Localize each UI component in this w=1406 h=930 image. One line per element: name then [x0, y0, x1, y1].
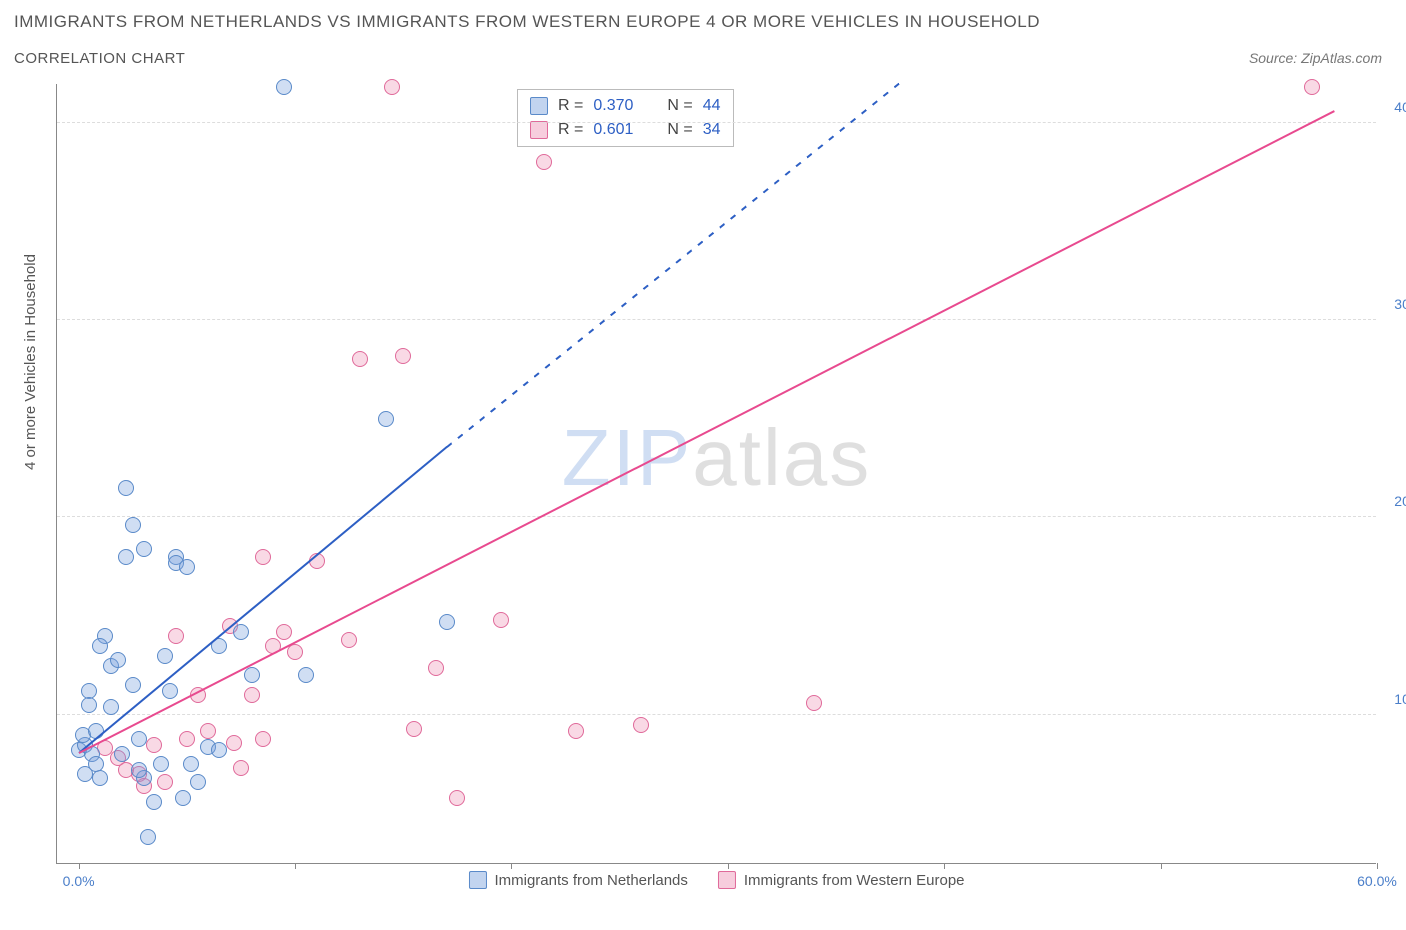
legend-swatch-pink [530, 121, 548, 139]
grid-line [57, 319, 1376, 320]
scatter-point-blue [276, 79, 292, 95]
bottom-legend: Immigrants from Netherlands Immigrants fr… [468, 871, 964, 889]
trend-line-pink [78, 111, 1334, 755]
stat-n-label: N = [667, 97, 692, 115]
scatter-point-pink [406, 721, 422, 737]
stat-r-label: R = [558, 121, 583, 139]
scatter-point-blue [92, 638, 108, 654]
scatter-point-blue [146, 794, 162, 810]
scatter-point-pink [493, 612, 509, 628]
scatter-point-blue [233, 624, 249, 640]
legend-item: Immigrants from Netherlands [468, 871, 687, 889]
stat-n-value: 34 [703, 121, 721, 139]
x-tick [295, 863, 296, 869]
y-tick-label: 20.0% [1394, 493, 1406, 509]
x-tick [79, 863, 80, 869]
stat-r-value: 0.601 [593, 121, 633, 139]
scatter-point-pink [276, 624, 292, 640]
y-tick-label: 30.0% [1394, 296, 1406, 312]
scatter-point-pink [449, 790, 465, 806]
x-tick [728, 863, 729, 869]
x-tick-label: 0.0% [63, 873, 95, 889]
scatter-point-blue [211, 742, 227, 758]
trend-line-blue [78, 447, 447, 755]
scatter-point-blue [244, 667, 260, 683]
scatter-point-pink [226, 735, 242, 751]
scatter-point-blue [162, 683, 178, 699]
scatter-point-blue [92, 770, 108, 786]
grid-line [57, 714, 1376, 715]
scatter-point-pink [146, 737, 162, 753]
scatter-point-pink [806, 695, 822, 711]
scatter-point-pink [568, 723, 584, 739]
scatter-point-pink [536, 154, 552, 170]
stat-r-value: 0.370 [593, 97, 633, 115]
source-label: Source: ZipAtlas.com [1249, 50, 1382, 66]
stat-box: R = 0.370 N = 44 R = 0.601 N = 34 [517, 89, 734, 147]
legend-swatch-pink [718, 871, 736, 889]
watermark-zip: ZIP [562, 413, 692, 502]
scatter-point-blue [114, 746, 130, 762]
scatter-point-blue [136, 541, 152, 557]
scatter-point-pink [428, 660, 444, 676]
scatter-point-pink [255, 731, 271, 747]
x-tick [511, 863, 512, 869]
scatter-point-pink [255, 549, 271, 565]
chart-title-main: IMMIGRANTS FROM NETHERLANDS VS IMMIGRANT… [14, 12, 1040, 32]
y-axis-label: 4 or more Vehicles in Household [22, 254, 39, 470]
grid-line [57, 516, 1376, 517]
legend-swatch-blue [530, 97, 548, 115]
scatter-point-blue [81, 697, 97, 713]
scatter-point-pink [233, 760, 249, 776]
scatter-point-pink [633, 717, 649, 733]
scatter-point-blue [298, 667, 314, 683]
scatter-point-blue [110, 652, 126, 668]
plot-area: ZIPatlas R =0.370N =44R =0.601N =34 Immi… [56, 84, 1376, 864]
scatter-point-blue [175, 790, 191, 806]
scatter-point-blue [157, 648, 173, 664]
x-tick-label: 60.0% [1357, 873, 1397, 889]
y-tick-label: 40.0% [1394, 99, 1406, 115]
scatter-point-blue [118, 480, 134, 496]
x-tick [1161, 863, 1162, 869]
scatter-point-pink [244, 687, 260, 703]
legend-item: Immigrants from Western Europe [718, 871, 965, 889]
legend-swatch-blue [468, 871, 486, 889]
scatter-point-pink [352, 351, 368, 367]
scatter-point-pink [200, 723, 216, 739]
x-tick [1377, 863, 1378, 869]
scatter-point-pink [384, 79, 400, 95]
scatter-point-blue [439, 614, 455, 630]
scatter-point-pink [179, 731, 195, 747]
stat-r-label: R = [558, 97, 583, 115]
scatter-point-pink [1304, 79, 1320, 95]
scatter-point-pink [157, 774, 173, 790]
scatter-point-blue [118, 549, 134, 565]
chart-title-sub: CORRELATION CHART [14, 50, 185, 67]
scatter-point-blue [103, 699, 119, 715]
scatter-point-blue [131, 762, 147, 778]
scatter-point-blue [125, 677, 141, 693]
scatter-point-pink [395, 348, 411, 364]
x-tick [944, 863, 945, 869]
scatter-point-blue [125, 517, 141, 533]
stat-row: R = 0.370 N = 44 [530, 94, 721, 118]
scatter-point-pink [168, 628, 184, 644]
scatter-point-blue [153, 756, 169, 772]
stat-n-label: N = [667, 121, 692, 139]
scatter-point-blue [131, 731, 147, 747]
scatter-point-pink [341, 632, 357, 648]
legend-label: Immigrants from Western Europe [744, 872, 965, 889]
y-tick-label: 10.0% [1394, 691, 1406, 707]
scatter-point-blue [140, 829, 156, 845]
scatter-point-blue [179, 559, 195, 575]
scatter-point-blue [183, 756, 199, 772]
scatter-point-blue [378, 411, 394, 427]
stat-n-value: 44 [703, 97, 721, 115]
scatter-point-blue [77, 766, 93, 782]
scatter-point-blue [190, 774, 206, 790]
grid-line [57, 122, 1376, 123]
legend-label: Immigrants from Netherlands [494, 872, 687, 889]
